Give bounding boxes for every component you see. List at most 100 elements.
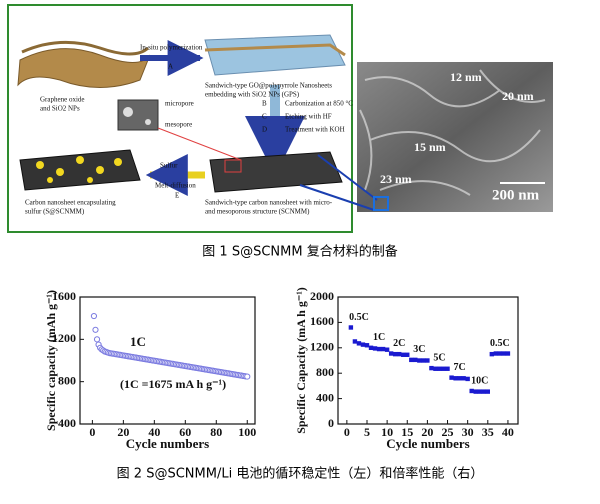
annotation: 1C <box>130 334 146 349</box>
y-tick-label: 1200 <box>310 340 334 354</box>
figure-1: In-situ polymerization A Graphene oxide … <box>7 4 553 260</box>
x-tick-label: 20 <box>117 425 129 439</box>
scheme-text: E <box>175 192 179 200</box>
x-tick-label: 40 <box>502 425 514 439</box>
scheme-text: Graphene oxide <box>40 96 85 104</box>
data-point <box>505 351 511 356</box>
highlight-box <box>224 159 242 173</box>
x-tick-label: 5 <box>364 425 370 439</box>
data-point <box>368 345 374 350</box>
scnmm-sheet <box>209 151 343 193</box>
sem-label: 200 nm <box>492 187 540 203</box>
scheme-text: and mesoporous structure (SCNMM) <box>205 208 310 216</box>
x-tick-label: 0 <box>344 425 350 439</box>
plot-frame <box>337 296 519 425</box>
data-point <box>401 352 406 357</box>
data-point <box>380 346 386 352</box>
annotation: 3C <box>413 344 425 355</box>
data-point <box>445 366 450 371</box>
sem-label: 12 nm <box>450 70 482 84</box>
data-point <box>501 351 507 356</box>
x-tick-label: 10 <box>381 425 393 439</box>
scheme-text: A <box>168 63 173 71</box>
data-point <box>352 339 358 344</box>
zoom-line <box>299 184 375 211</box>
scheme-text: Carbon nanosheet encapsulating <box>25 199 116 207</box>
y-axis-label: Specific capacity (mAh g⁻¹) <box>44 290 58 431</box>
caption: 图 1 S@SCNMM 复合材料的制备 <box>202 244 397 260</box>
data-point <box>425 358 430 363</box>
x-tick-label: 100 <box>238 425 256 439</box>
highlight-line <box>157 127 242 161</box>
sem-label: 23 nm <box>380 172 412 186</box>
y-tick-label: 1200 <box>52 331 76 345</box>
data-point <box>244 373 251 380</box>
scheme-text: and SiO2 NPs <box>40 105 80 113</box>
annotation: 2C <box>393 338 405 349</box>
data-point <box>392 351 398 357</box>
scheme-text: In-situ polymerization <box>140 44 203 52</box>
plot-frame <box>79 296 256 425</box>
data-point <box>489 351 495 357</box>
scheme-text: Sandwich-type carbon nanosheet with micr… <box>205 199 333 207</box>
data-point <box>453 376 458 381</box>
scheme-text: Melt-diffusion <box>155 182 196 190</box>
scheme-text: C <box>262 113 267 121</box>
x-axis-label: Cycle numbers <box>386 436 469 451</box>
data-point <box>413 357 418 363</box>
data-point <box>405 352 410 357</box>
sem-label: 20 nm <box>502 89 534 103</box>
scheme-text: B <box>262 100 267 108</box>
scheme-text: micropore <box>165 100 194 108</box>
y-tick-label: 1600 <box>310 314 334 328</box>
gps-sheet <box>204 43 346 57</box>
scheme-text: Carbonization at 850 °C <box>285 100 353 108</box>
annotation: 0.5C <box>490 338 510 349</box>
scheme-text: mesopore <box>165 121 192 129</box>
data-point <box>433 366 438 371</box>
data-point <box>481 389 486 394</box>
annotation: 0.5C <box>349 312 369 323</box>
pore <box>145 119 151 125</box>
data-point <box>360 342 366 347</box>
data-point <box>477 389 482 394</box>
y-tick-label: 2000 <box>310 289 334 303</box>
data-point <box>372 346 378 351</box>
data-point <box>409 357 414 363</box>
y-axis-label: Specific Capacity (mA h g⁻¹) <box>294 287 308 434</box>
x-tick-label: 40 <box>148 425 160 439</box>
data-point <box>364 343 370 348</box>
data-point <box>397 351 402 357</box>
sulfur-dots <box>36 156 122 183</box>
annotation: 10C <box>471 375 488 386</box>
data-point <box>429 365 434 371</box>
data-point <box>465 376 470 382</box>
data-point <box>356 341 362 346</box>
caption: 图 2 S@SCNMM/Li 电池的循环稳定性（左）和倍率性能（右） <box>117 466 484 482</box>
data-point <box>485 389 490 394</box>
zoom-box <box>373 196 389 211</box>
data-point <box>376 346 382 352</box>
x-tick-label: 30 <box>462 425 474 439</box>
data-point <box>469 388 474 394</box>
data-point <box>449 375 454 380</box>
x-tick-label: 35 <box>482 425 494 439</box>
data-point <box>457 376 462 381</box>
x-tick-label: 60 <box>179 425 191 439</box>
data-point <box>497 351 503 356</box>
data-point <box>92 326 99 333</box>
annotation: 7C <box>453 362 465 373</box>
x-tick-label: 15 <box>401 425 413 439</box>
data-point <box>348 325 354 330</box>
x-tick-label: 25 <box>442 425 454 439</box>
data-point <box>388 351 394 356</box>
y-tick-label: 800 <box>58 373 76 387</box>
data-point <box>493 351 499 356</box>
pore <box>123 107 133 117</box>
x-tick-label: 20 <box>421 425 433 439</box>
y-tick-label: 400 <box>58 416 76 430</box>
data-point <box>461 376 466 381</box>
data-point <box>90 312 98 320</box>
